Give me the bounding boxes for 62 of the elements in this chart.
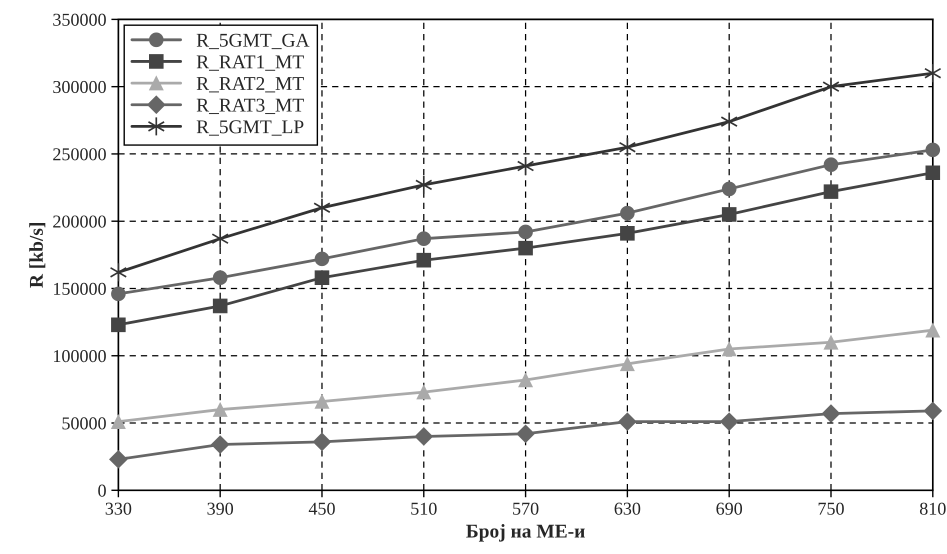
point <box>416 384 432 400</box>
point <box>210 435 230 454</box>
x-tick-label: 570 <box>513 502 538 515</box>
point <box>111 286 126 302</box>
point <box>822 404 840 423</box>
point <box>824 335 838 350</box>
point <box>518 240 533 256</box>
point <box>314 394 330 409</box>
x-tick-label: 690 <box>716 502 742 515</box>
point <box>111 318 126 332</box>
point <box>924 402 942 420</box>
point <box>212 402 228 417</box>
x-tick-label: 450 <box>308 502 335 515</box>
point <box>416 252 432 268</box>
point <box>414 427 433 446</box>
point <box>111 414 126 429</box>
point <box>926 165 940 180</box>
y-axis-title: R [kb/s] <box>29 223 46 288</box>
x-tick-label: 810 <box>920 502 946 515</box>
y-tick-label: 300000 <box>53 80 106 94</box>
point <box>620 356 635 372</box>
point <box>518 372 533 388</box>
point <box>722 342 736 356</box>
y-tick-label: 200000 <box>53 215 106 228</box>
y-tick-label: 250000 <box>53 148 106 160</box>
point <box>824 157 838 172</box>
point <box>926 142 940 158</box>
point <box>314 252 330 266</box>
point <box>620 226 635 241</box>
point <box>109 450 128 469</box>
x-axis-title: Број на МЕ-и <box>466 524 585 542</box>
y-tick-label: 50000 <box>62 417 106 430</box>
y-tick-label: 100000 <box>54 350 106 362</box>
point <box>822 76 840 97</box>
point <box>722 182 736 196</box>
point <box>824 184 838 199</box>
legend-label: R_5GMT_GA <box>196 34 310 50</box>
point <box>313 198 331 218</box>
point <box>720 412 738 431</box>
point <box>722 207 736 222</box>
x-tick-label: 510 <box>411 502 437 515</box>
point <box>926 322 940 338</box>
x-tick-label: 750 <box>818 502 844 515</box>
y-tick-label: 150000 <box>54 282 106 295</box>
legend-label: R_RAT3_MT <box>196 98 304 114</box>
point <box>516 424 535 443</box>
x-tick-label: 330 <box>106 502 132 515</box>
y-tick-label: 350000 <box>53 14 106 26</box>
x-tick-label: 630 <box>614 502 640 515</box>
legend-label: R_5GMT_LP <box>196 120 304 136</box>
point <box>518 224 533 240</box>
x-tick-label: 390 <box>208 502 234 515</box>
point <box>416 231 432 246</box>
point <box>312 432 332 452</box>
point <box>314 270 330 286</box>
point <box>212 270 228 286</box>
y-tick-label: 0 <box>98 484 106 497</box>
legend-label: R_RAT1_MT <box>196 55 304 71</box>
point <box>620 206 635 220</box>
point <box>212 298 228 314</box>
legend-label: R_RAT2_MT <box>196 77 304 92</box>
point <box>618 412 637 431</box>
